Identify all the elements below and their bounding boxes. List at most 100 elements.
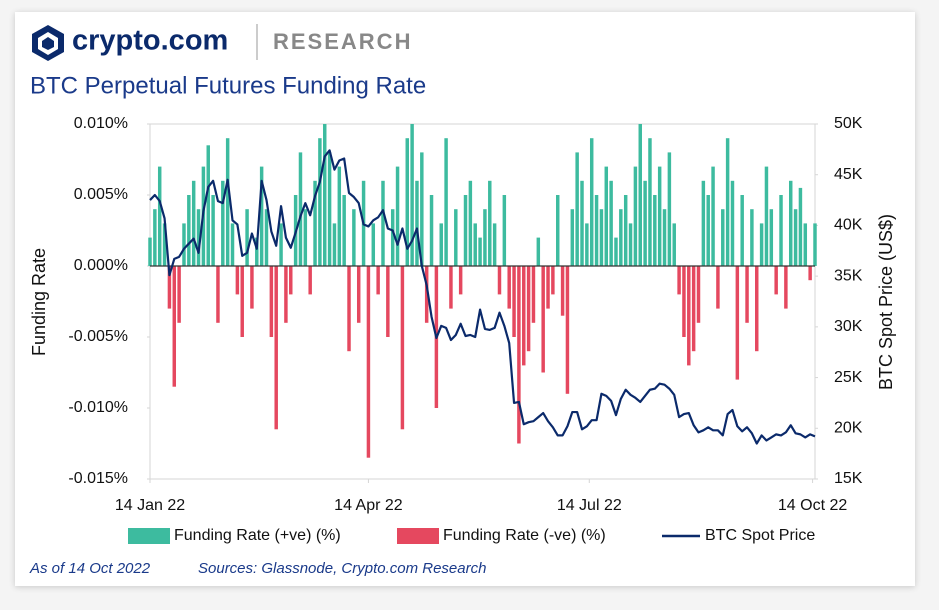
bar xyxy=(648,138,652,266)
bar xyxy=(560,266,565,316)
bar xyxy=(274,266,278,430)
bar xyxy=(395,166,400,266)
as-of: As of 14 Oct 2022 xyxy=(29,560,151,577)
y2-tick-label: 20K xyxy=(834,420,863,437)
bar xyxy=(376,266,380,295)
y2-tick-label: 30K xyxy=(834,318,863,335)
bar xyxy=(415,180,419,266)
bar xyxy=(808,266,812,281)
bar xyxy=(157,166,162,266)
y2-tick-label: 15K xyxy=(834,470,863,487)
bar xyxy=(245,209,249,266)
bar xyxy=(216,266,220,323)
bar xyxy=(182,223,186,266)
bar xyxy=(730,180,735,266)
bar xyxy=(536,237,541,266)
bar xyxy=(721,209,725,266)
bar xyxy=(206,145,210,266)
y2-axis-title: BTC Spot Price (US$) xyxy=(876,214,896,390)
bar xyxy=(235,266,240,295)
bar xyxy=(672,223,676,266)
bar xyxy=(444,138,448,266)
bar xyxy=(633,166,638,266)
sources: Sources: Glassnode, Crypto.com Research xyxy=(198,560,486,577)
bar xyxy=(250,266,254,309)
bar xyxy=(725,138,730,266)
bar xyxy=(483,209,487,266)
legend-label: BTC Spot Price xyxy=(705,527,815,544)
bar xyxy=(643,180,647,266)
legend-label: Funding Rate (-ve) (%) xyxy=(443,527,606,544)
logo xyxy=(32,25,64,61)
bar xyxy=(691,266,696,352)
bar xyxy=(177,266,181,323)
bar xyxy=(240,266,244,337)
x-tick-label: 14 Apr 22 xyxy=(334,497,403,514)
bar xyxy=(187,195,191,266)
bar xyxy=(167,266,172,309)
bar xyxy=(463,195,468,266)
bar xyxy=(551,266,555,295)
bar xyxy=(716,266,720,309)
bar xyxy=(332,223,337,266)
legend-swatch xyxy=(128,528,170,544)
plot-frame xyxy=(149,123,816,480)
bar xyxy=(337,166,342,266)
bar xyxy=(405,138,409,266)
bar xyxy=(653,195,657,266)
bar xyxy=(628,223,633,266)
bar xyxy=(682,266,686,337)
bar xyxy=(327,152,332,266)
bar xyxy=(565,266,570,394)
y-tick-label: 0.005% xyxy=(74,186,128,203)
x-tick-label: 14 Jan 22 xyxy=(115,497,185,514)
bar xyxy=(531,266,536,323)
bar xyxy=(745,266,749,323)
bar xyxy=(798,187,803,266)
bar xyxy=(580,180,584,266)
bar xyxy=(638,124,642,266)
bar xyxy=(439,223,443,266)
bar xyxy=(221,180,225,266)
bar xyxy=(172,266,177,387)
bar xyxy=(594,195,599,266)
bar xyxy=(269,266,274,337)
bar xyxy=(478,237,482,266)
bar xyxy=(492,223,497,266)
bar xyxy=(701,180,706,266)
bar xyxy=(759,223,764,266)
chart-title: BTC Perpetual Futures Funding Rate xyxy=(30,72,426,99)
card xyxy=(15,12,915,586)
bar xyxy=(458,266,463,295)
bar xyxy=(774,266,778,295)
bar xyxy=(604,166,609,266)
y2-tick-label: 40K xyxy=(834,217,863,234)
bar xyxy=(342,195,346,266)
bar xyxy=(755,266,759,352)
x-tick-label: 14 Jul 22 xyxy=(557,497,622,514)
y-tick-label: -0.005% xyxy=(68,328,128,345)
bar xyxy=(225,138,230,266)
bar xyxy=(264,209,269,266)
bar xyxy=(657,166,662,266)
bar xyxy=(599,209,604,266)
price-line xyxy=(149,149,816,445)
bar xyxy=(512,266,516,337)
bar xyxy=(803,223,808,266)
bar xyxy=(623,195,628,266)
bar xyxy=(488,180,492,266)
section: RESEARCH xyxy=(273,29,412,54)
bar xyxy=(303,209,308,266)
bar xyxy=(541,266,545,373)
bar xyxy=(687,266,691,366)
y2-tick-label: 50K xyxy=(834,115,863,132)
y2-tick-label: 35K xyxy=(834,267,863,284)
bar xyxy=(400,266,405,430)
logo-icon-core xyxy=(42,37,54,50)
bar xyxy=(386,266,390,337)
y2-tick-label: 25K xyxy=(834,369,863,386)
bar xyxy=(420,152,424,266)
bar xyxy=(410,124,414,266)
bar xyxy=(711,166,715,266)
